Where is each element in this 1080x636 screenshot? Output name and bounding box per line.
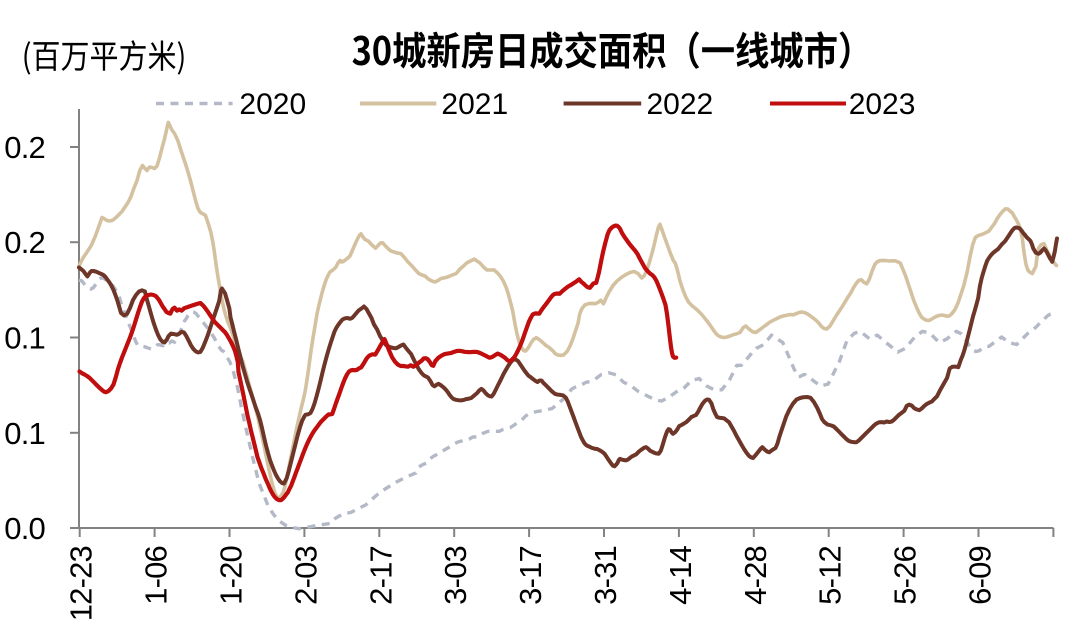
svg-text:2021: 2021: [441, 88, 508, 121]
svg-text:1-20: 1-20: [214, 545, 249, 604]
svg-text:4-28: 4-28: [738, 546, 773, 605]
svg-text:0.2: 0.2: [4, 130, 45, 165]
svg-text:4-14: 4-14: [663, 545, 698, 604]
svg-text:0.0: 0.0: [4, 511, 45, 546]
svg-text:2022: 2022: [647, 88, 714, 121]
svg-text:5-12: 5-12: [813, 546, 848, 605]
svg-text:2-17: 2-17: [363, 546, 398, 605]
svg-text:0.2: 0.2: [4, 225, 45, 260]
svg-text:0.1: 0.1: [4, 416, 45, 451]
svg-text:5-26: 5-26: [888, 546, 923, 605]
svg-text:2023: 2023: [849, 88, 916, 121]
svg-text:3-03: 3-03: [438, 546, 473, 605]
svg-text:12-23: 12-23: [64, 546, 99, 621]
svg-text:3-17: 3-17: [513, 546, 548, 605]
svg-text:0.1: 0.1: [4, 321, 45, 356]
svg-text:3-31: 3-31: [588, 546, 623, 605]
svg-text:1-06: 1-06: [139, 546, 174, 605]
svg-text:2-03: 2-03: [288, 546, 323, 605]
svg-text:6-09: 6-09: [963, 546, 998, 605]
svg-text:2020: 2020: [239, 88, 306, 121]
